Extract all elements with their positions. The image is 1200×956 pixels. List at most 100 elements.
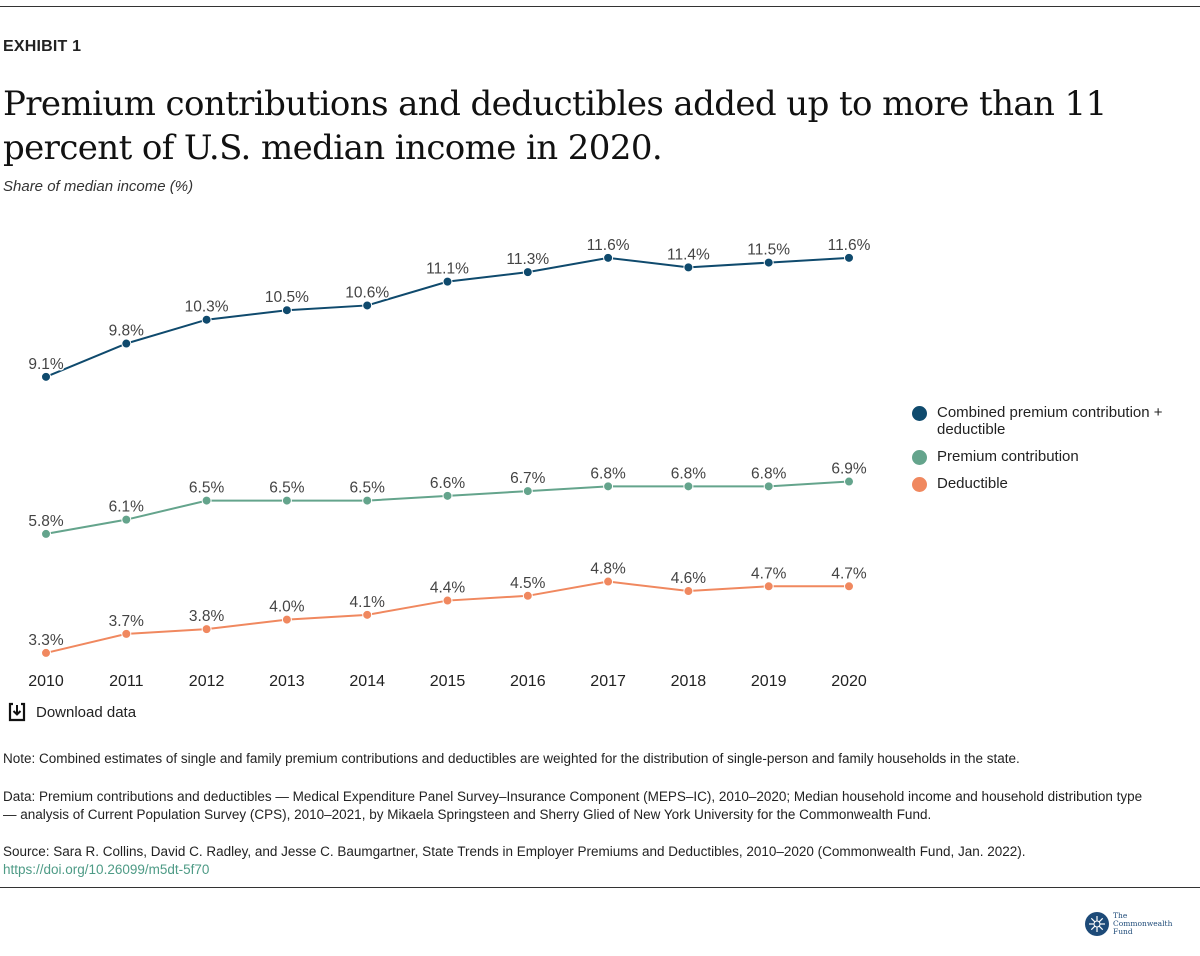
data-label: 6.8%	[671, 465, 707, 482]
x-tick-label: 2012	[189, 673, 225, 690]
data-point	[201, 495, 212, 506]
x-tick-label: 2010	[28, 673, 64, 690]
data-label: 4.7%	[831, 565, 867, 582]
data-point	[763, 581, 774, 592]
legend-label: Combined premium contribution + deductib…	[937, 404, 1163, 438]
legend-item: Deductible	[912, 475, 1192, 492]
data-point	[522, 486, 533, 497]
x-tick-label: 2013	[269, 673, 305, 690]
data-point	[201, 624, 212, 635]
data-label: 6.8%	[751, 465, 787, 482]
doi-link[interactable]: https://doi.org/10.26099/m5dt-5f70	[3, 862, 210, 877]
data-label: 6.6%	[430, 475, 466, 492]
data-point	[362, 495, 373, 506]
chart-title: Premium contributions and deductibles ad…	[3, 84, 1107, 168]
data-point	[442, 595, 453, 606]
data-label: 6.1%	[109, 499, 145, 516]
data-point	[281, 495, 292, 506]
data-point	[522, 267, 533, 278]
x-tick-label: 2014	[349, 673, 385, 690]
chart-subtitle: Share of median income (%)	[3, 178, 194, 195]
data-label: 3.3%	[28, 632, 64, 649]
data-label: 6.5%	[269, 480, 305, 497]
data-label: 3.8%	[189, 608, 225, 625]
x-tick-label: 2019	[751, 673, 787, 690]
line-chart: 2010 2011 2012 2013 2014 2015 2016 2017 2018 2019…	[27, 235, 872, 690]
source-note: Source: Sara R. Collins, David C. Radley…	[3, 844, 1026, 859]
data-label: 11.5%	[747, 242, 790, 259]
bottom-rule	[0, 887, 1200, 888]
legend-item: Combined premium contribution + deductib…	[912, 404, 1192, 438]
data-point	[603, 481, 614, 492]
data-label: 3.7%	[109, 613, 145, 630]
data-label: 4.5%	[510, 575, 546, 592]
series-0: 9.1% 9.8% 10.3% 10.5% 10.6% 11.1% 11.3% 11.6% 11…	[27, 235, 872, 382]
data-label: 9.8%	[109, 323, 145, 340]
data-label: 4.4%	[430, 580, 466, 597]
data-label: 5.8%	[28, 513, 64, 530]
data-point	[683, 481, 694, 492]
data-point	[522, 590, 533, 601]
data-point	[683, 586, 694, 597]
series-1: 5.8% 6.1% 6.5% 6.5% 6.5% 6.6% 6.7% 6.8% 6.8% 6.8%…	[27, 459, 868, 539]
data-point	[603, 576, 614, 587]
x-tick-label: 2017	[590, 673, 626, 690]
data-label: 11.6%	[587, 237, 630, 254]
data-label: 10.6%	[345, 284, 389, 301]
data-point	[281, 305, 292, 316]
data-label: 11.1%	[426, 261, 469, 278]
data-point	[121, 628, 132, 639]
download-data-button[interactable]: Download data	[8, 702, 136, 722]
legend-label: Premium contribution	[937, 448, 1079, 465]
note: Note: Combined estimates of single and f…	[3, 751, 1020, 766]
series-2: 3.3% 3.7% 3.8% 4.0% 4.1% 4.4% 4.5% 4.8% 4.6% 4.7%…	[27, 559, 868, 658]
data-label: 10.3%	[185, 299, 229, 316]
legend-marker	[912, 477, 927, 492]
data-label: 6.7%	[510, 470, 546, 487]
data-point	[201, 314, 212, 325]
data-label: 11.4%	[667, 246, 710, 263]
data-point	[41, 647, 51, 658]
commonwealth-fund-logo: The Commonwealth Fund	[1085, 912, 1172, 936]
data-point	[281, 614, 292, 625]
x-tick-label: 2016	[510, 673, 546, 690]
legend: Combined premium contribution + deductib…	[912, 404, 1192, 502]
data-point	[442, 490, 453, 501]
data-label: 9.1%	[28, 356, 64, 373]
data-point	[844, 581, 854, 592]
legend-marker	[912, 450, 927, 465]
legend-label: Deductible	[937, 475, 1008, 492]
data-label: 6.5%	[350, 480, 386, 497]
data-point	[41, 371, 51, 382]
x-tick-label: 2018	[671, 673, 707, 690]
data-label: 4.6%	[671, 570, 707, 587]
logo-emblem-icon	[1085, 912, 1109, 936]
data-point	[362, 300, 373, 311]
data-point	[763, 257, 774, 268]
legend-item: Premium contribution	[912, 448, 1192, 465]
data-point	[362, 609, 373, 620]
data-label: 11.6%	[828, 237, 871, 254]
data-label: 4.0%	[269, 599, 305, 616]
x-tick-label: 2020	[831, 673, 867, 690]
data-point	[763, 481, 774, 492]
data-point	[121, 338, 132, 349]
data-label: 4.1%	[350, 594, 386, 611]
data-label: 6.9%	[831, 461, 867, 478]
download-label: Download data	[36, 703, 137, 721]
data-point	[41, 528, 51, 539]
data-point	[683, 262, 694, 273]
top-rule	[0, 6, 1200, 7]
data-point	[844, 476, 854, 487]
data-label: 6.8%	[590, 465, 626, 482]
data-point	[121, 514, 132, 525]
x-tick-label: 2011	[109, 673, 144, 690]
data-label: 10.5%	[265, 289, 309, 306]
x-tick-label: 2015	[430, 673, 466, 690]
exhibit-label: EXHIBIT 1	[3, 38, 82, 55]
data-point	[844, 252, 854, 263]
data-label: 6.5%	[189, 480, 225, 497]
data-point	[442, 276, 453, 287]
data-label: 11.3%	[506, 251, 549, 268]
data-label: 4.8%	[590, 561, 626, 578]
